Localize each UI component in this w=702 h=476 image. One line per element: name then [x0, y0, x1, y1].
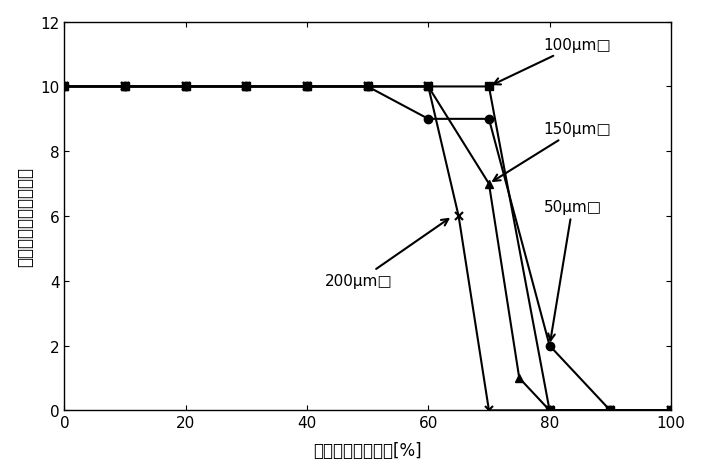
Text: 100μm□: 100μm□ [494, 38, 611, 85]
Text: 150μm□: 150μm□ [494, 122, 611, 181]
Y-axis label: 残存した気泡数（個）: 残存した気泡数（個） [17, 167, 34, 267]
Text: 50μm□: 50μm□ [543, 199, 602, 341]
Text: 200μm□: 200μm□ [325, 219, 449, 288]
X-axis label: メタノール濃度　[%]: メタノール濃度 [%] [313, 441, 422, 459]
